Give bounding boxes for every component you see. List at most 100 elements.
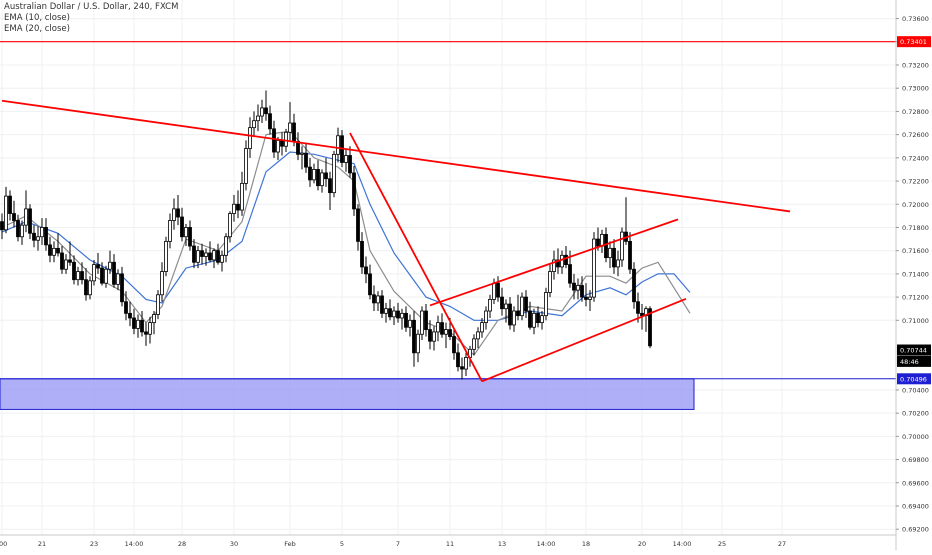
candle — [520, 292, 524, 321]
candle-body — [472, 338, 476, 350]
candle-body — [256, 115, 260, 122]
x-axis-tick-label: 21 — [38, 540, 46, 548]
candle — [564, 246, 568, 269]
candle — [316, 160, 320, 191]
candle-body — [344, 155, 348, 163]
candle — [168, 213, 172, 249]
candle — [488, 294, 492, 318]
candle-body — [208, 252, 212, 261]
trend-line — [429, 218, 679, 307]
candle — [44, 218, 48, 251]
candle-body — [48, 244, 52, 256]
candle — [0, 213, 4, 240]
candle-body — [296, 141, 300, 155]
candle — [308, 157, 312, 187]
candle-body — [476, 331, 480, 340]
candle-body — [392, 310, 396, 318]
y-axis-tick-label: 0.69400 — [902, 502, 929, 510]
candle-body — [88, 280, 92, 296]
candle-body — [224, 236, 228, 256]
candle — [52, 241, 56, 263]
x-axis-tick-label: 5 — [340, 540, 344, 548]
candle-body — [112, 261, 116, 285]
candle-body — [292, 122, 296, 142]
candle — [588, 290, 592, 312]
y-axis-tick-label: 0.70400 — [902, 386, 929, 394]
candle-body — [544, 292, 548, 317]
candle — [472, 334, 476, 356]
candle — [460, 357, 464, 380]
candle-body — [316, 169, 320, 187]
candle-body — [632, 268, 636, 303]
candle — [476, 327, 480, 349]
candle — [484, 306, 488, 330]
x-axis-tick-label: 20 — [638, 540, 646, 548]
candle-body — [252, 120, 256, 129]
candle — [444, 322, 448, 349]
candle-body — [324, 172, 328, 180]
candle — [320, 169, 324, 193]
candle-body — [56, 247, 60, 254]
candle-body — [600, 234, 604, 247]
candle-body — [200, 250, 204, 257]
candle — [632, 262, 636, 309]
candle-body — [176, 208, 180, 218]
candle — [144, 322, 148, 346]
candle — [152, 311, 156, 335]
candle-body — [80, 271, 84, 281]
candle — [188, 220, 192, 251]
candle — [508, 297, 512, 330]
candle-body — [372, 294, 376, 304]
candle-body — [620, 231, 624, 261]
candle-body — [432, 331, 436, 342]
candle-body — [356, 208, 360, 242]
legend-ema-20: EMA (20, close) — [4, 24, 70, 34]
candle-body — [484, 310, 488, 324]
candle-body — [228, 213, 232, 238]
candle-body — [52, 247, 56, 256]
candle-body — [592, 238, 596, 298]
candle — [400, 308, 404, 330]
candle-body — [328, 178, 332, 194]
candle-body — [180, 216, 184, 238]
candle-body — [488, 299, 492, 312]
candle — [28, 204, 32, 240]
candle — [544, 287, 548, 321]
candle-body — [40, 227, 44, 238]
candle-body — [32, 232, 36, 241]
candle-body — [192, 245, 196, 263]
candle-body — [96, 264, 100, 269]
candle-body — [144, 331, 148, 335]
price-label-box — [897, 36, 931, 48]
y-axis-tick-label: 0.71200 — [902, 294, 929, 302]
y-axis-tick-label: 0.73600 — [902, 15, 929, 23]
candle — [176, 194, 180, 226]
candle — [452, 328, 456, 360]
y-axis-tick-label: 0.72800 — [902, 108, 929, 116]
x-axis-tick-label: 28 — [178, 540, 186, 548]
candle — [276, 136, 280, 161]
candle-body — [376, 295, 380, 304]
support-zone — [0, 378, 695, 410]
y-axis-tick-label: 0.72000 — [902, 201, 929, 209]
candle-body — [648, 308, 652, 347]
candle-body — [236, 203, 240, 211]
candle-body — [288, 122, 292, 133]
candle — [348, 146, 352, 178]
candle — [480, 317, 484, 338]
price-label-box — [897, 344, 931, 356]
candle — [84, 268, 88, 301]
y-axis-tick-label: 0.72200 — [902, 178, 929, 186]
candle — [332, 150, 336, 198]
trend-line — [349, 132, 483, 382]
candle-body — [560, 254, 564, 268]
candle-body — [240, 182, 244, 211]
candle-body — [604, 234, 608, 259]
candle-body — [332, 153, 336, 194]
candle-body — [404, 312, 408, 328]
candle — [496, 276, 500, 302]
candle — [204, 248, 208, 266]
candle — [532, 308, 536, 335]
candle-body — [352, 172, 356, 210]
